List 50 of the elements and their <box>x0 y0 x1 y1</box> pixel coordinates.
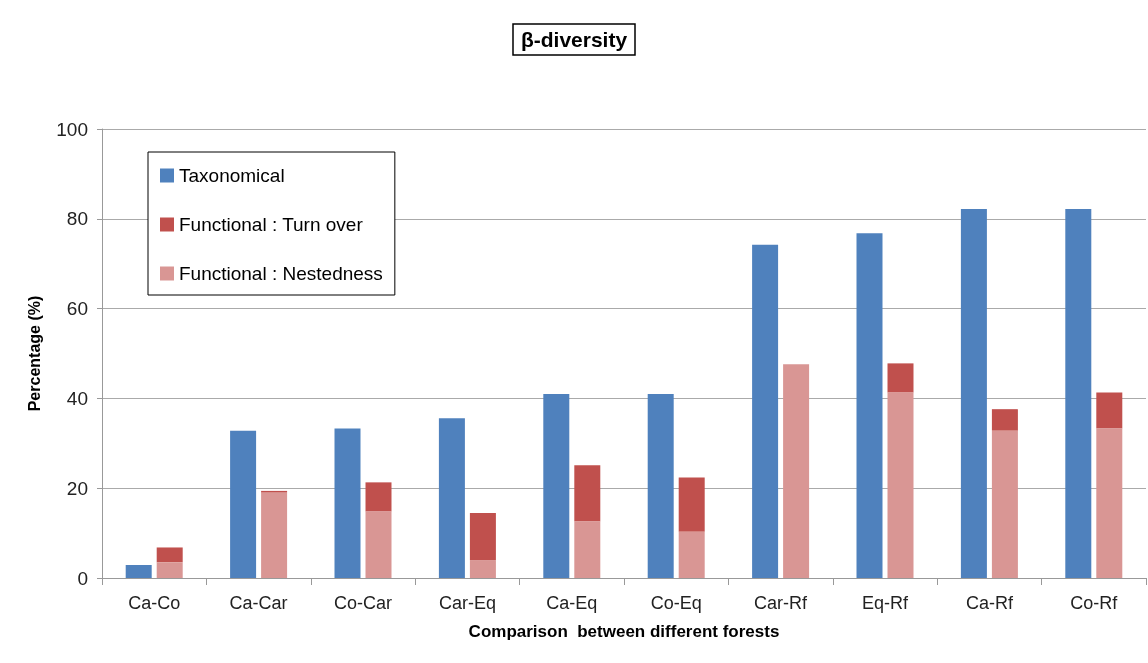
y-tick-label: 40 <box>66 387 88 409</box>
x-tick-label: Ca-Co <box>128 593 181 613</box>
bar <box>991 409 1018 431</box>
bar <box>365 511 392 578</box>
bar <box>1096 392 1123 429</box>
x-tick-label: Ca-Rf <box>965 593 1014 613</box>
chart-title: β-diversity <box>520 28 628 51</box>
bar <box>647 393 674 578</box>
x-tick-label: Ca-Car <box>229 593 288 613</box>
bar <box>991 430 1018 578</box>
x-tick-label: Eq-Rf <box>861 593 909 613</box>
bar <box>574 465 601 522</box>
y-axis-title: Percentage (%) <box>25 295 43 412</box>
bar <box>125 564 152 578</box>
bar <box>1096 428 1123 578</box>
y-tick-label: 80 <box>66 208 88 230</box>
x-tick-label: Co-Rf <box>1070 593 1119 613</box>
y-tick-label: 20 <box>66 477 88 499</box>
bar <box>156 562 183 578</box>
x-tick-label: Co-Car <box>333 593 393 613</box>
y-tick-label: 100 <box>56 118 88 140</box>
bar <box>960 208 987 578</box>
x-tick-label: Ca-Eq <box>546 593 598 613</box>
bar <box>365 482 392 512</box>
bar <box>752 244 779 578</box>
bar <box>469 560 496 578</box>
bar <box>678 531 705 578</box>
x-tick-label: Car-Rf <box>754 593 809 613</box>
legend-label: Taxonomical <box>179 165 285 186</box>
x-tick-label: Car-Eq <box>438 593 496 613</box>
bar <box>574 521 601 578</box>
bar <box>261 492 288 578</box>
bar <box>783 364 810 578</box>
y-tick-label: 0 <box>77 567 88 589</box>
x-tick-label: Co-Eq <box>650 593 702 613</box>
bar <box>230 430 257 578</box>
legend-label: Functional : Nestedness <box>179 263 383 284</box>
bar <box>678 477 705 532</box>
bar <box>156 547 183 563</box>
y-tick-label: 60 <box>66 298 88 320</box>
bar <box>887 363 914 393</box>
legend-label: Functional : Turn over <box>179 214 364 235</box>
bar <box>887 392 914 578</box>
bar <box>469 512 496 561</box>
bar <box>1065 208 1092 578</box>
x-axis-title: Comparison between different forests <box>468 622 780 641</box>
bar <box>334 428 361 578</box>
bar <box>543 393 570 578</box>
bar <box>438 418 465 578</box>
bar <box>856 233 883 578</box>
